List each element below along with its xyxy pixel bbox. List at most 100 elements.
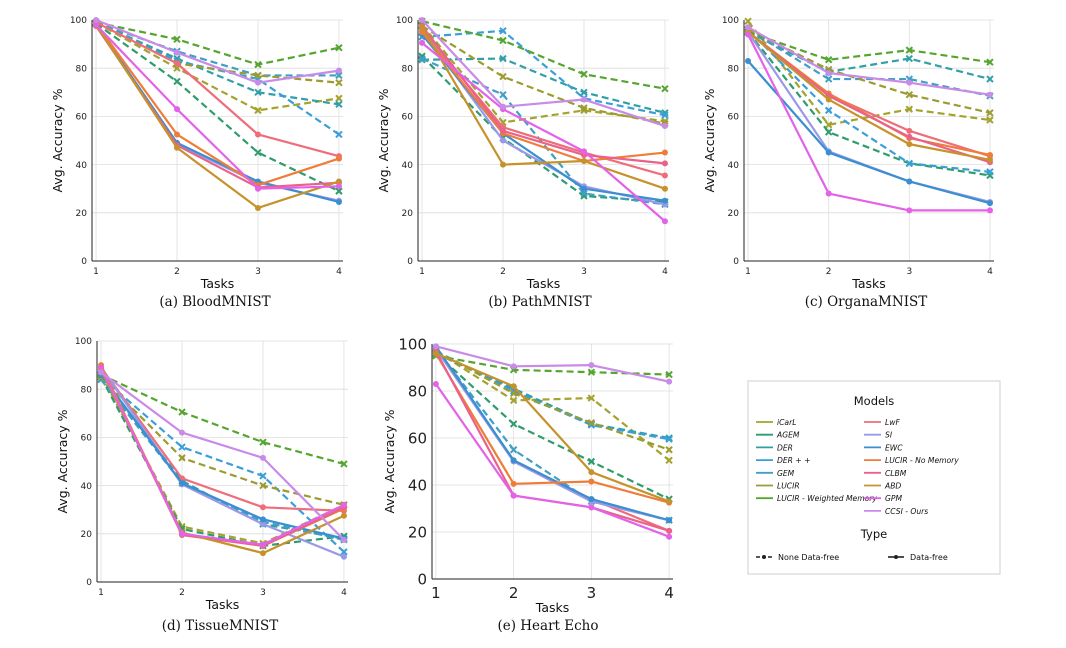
series-line	[95, 21, 340, 112]
data-point	[580, 189, 588, 198]
y-tick-label: 20	[76, 209, 88, 219]
chart-2: 0 20 40 60 80 100 1 2 3 4 Tasks Avg. Accuracy % (b) …	[376, 16, 669, 310]
series-line	[421, 20, 666, 90]
x-axis-label: Tasks	[200, 276, 235, 291]
data-point	[254, 88, 262, 97]
data-point	[259, 521, 266, 528]
data-point	[666, 378, 673, 385]
data-point	[587, 419, 596, 427]
data-point	[259, 550, 266, 557]
series-line	[747, 28, 991, 97]
x-tick-label: 2	[826, 267, 832, 277]
x-tick-label: 1	[98, 588, 104, 598]
series-ccsi	[98, 369, 347, 543]
data-point	[510, 492, 517, 499]
data-point	[340, 536, 347, 543]
chart-caption: (b) PathMNIST	[488, 294, 591, 310]
data-point	[665, 446, 673, 454]
legend-label: AGEM	[776, 431, 800, 440]
data-point	[419, 17, 426, 23]
data-point	[745, 31, 752, 38]
x-tick-label: 1	[93, 267, 99, 277]
data-point	[824, 128, 833, 136]
data-point	[335, 71, 343, 80]
plot-area	[432, 344, 673, 579]
series-line	[422, 57, 666, 114]
data-point	[335, 130, 343, 139]
y-tick-label: 60	[402, 113, 414, 123]
series-line	[747, 20, 991, 126]
series-line	[421, 24, 666, 124]
series-line	[100, 376, 345, 553]
legend-entry-der: DER	[756, 443, 793, 452]
series-ccsi	[745, 24, 993, 98]
data-point	[254, 106, 262, 115]
legend-type-label: None Data-free	[778, 553, 839, 562]
x-tick-label: 2	[174, 267, 180, 277]
data-point	[178, 408, 186, 416]
data-point	[509, 396, 518, 405]
series-line	[747, 31, 991, 64]
y-tick-label: 100	[722, 16, 739, 26]
y-axis-label: Avg. Accuracy %	[702, 88, 717, 192]
y-tick-label: 80	[81, 385, 93, 395]
series-line	[100, 367, 345, 546]
series-gpm	[93, 21, 342, 192]
data-point	[666, 498, 673, 505]
series-line	[435, 350, 670, 451]
data-point	[254, 131, 261, 138]
data-point	[986, 58, 994, 66]
data-point	[340, 512, 347, 519]
legend-entry-lucirw: LUCIR - Weighted Memory	[756, 494, 877, 503]
data-point	[661, 123, 668, 130]
series-line	[747, 60, 991, 205]
x-tick-label: 3	[587, 584, 597, 602]
data-point	[906, 127, 913, 134]
data-point	[906, 133, 913, 140]
y-tick-label: 20	[728, 209, 740, 219]
data-point	[661, 160, 668, 167]
legend-entry-lucirnm: LUCIR - No Memory	[864, 456, 959, 465]
series-line	[747, 33, 990, 212]
data-point	[259, 454, 266, 461]
series-gpm	[98, 364, 347, 548]
data-point	[661, 218, 668, 225]
data-point	[499, 27, 507, 35]
data-point	[259, 504, 266, 511]
y-tick-label: 100	[398, 335, 427, 353]
series-line	[100, 366, 345, 558]
data-point	[174, 49, 181, 56]
data-point	[661, 84, 669, 93]
y-tick-label: 40	[76, 161, 88, 171]
data-point	[173, 77, 181, 86]
data-point	[174, 144, 181, 151]
data-point	[986, 156, 993, 163]
series-si	[98, 364, 347, 560]
data-point	[340, 553, 347, 560]
legend-entry-clbm: CLBM	[864, 469, 907, 478]
data-point	[665, 435, 673, 443]
chart-3: 0 20 40 60 80 100 1 2 3 4 Tasks Avg. Accuracy % (c) …	[702, 16, 994, 310]
series-line	[435, 352, 670, 440]
data-point	[259, 541, 266, 548]
legend-label: LUCIR - Weighted Memory	[777, 494, 877, 503]
data-point	[178, 443, 186, 451]
series-gpm	[745, 31, 993, 214]
data-point	[335, 183, 342, 190]
y-tick-label: 20	[81, 530, 93, 540]
data-point	[661, 197, 668, 204]
data-point	[986, 168, 994, 176]
data-point	[745, 57, 752, 64]
data-point	[340, 501, 347, 508]
data-point	[98, 364, 105, 371]
legend-entry-lucir: LUCIR	[756, 482, 800, 491]
series-derpp	[97, 373, 348, 556]
legend-type-label: Data-free	[910, 553, 948, 562]
data-point	[179, 480, 186, 487]
y-tick-label: 40	[402, 161, 414, 171]
data-point	[906, 207, 913, 214]
legend-label: iCarL	[777, 418, 796, 427]
series-line	[95, 22, 340, 193]
data-point	[824, 56, 833, 64]
y-tick-label: 80	[76, 64, 88, 74]
